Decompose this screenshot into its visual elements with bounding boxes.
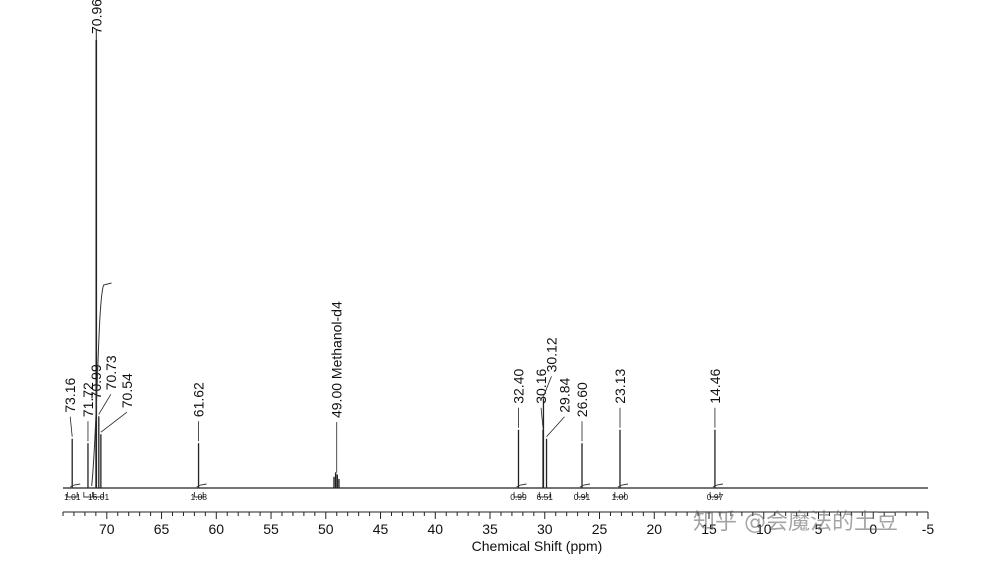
integration-value-3: 1.08: [190, 492, 207, 502]
integration-step-0: [196, 483, 207, 488]
integration-step-2: [579, 483, 591, 488]
integration-step-5: [69, 483, 81, 488]
integration-bracket-1: [83, 492, 94, 498]
peak-label-14: 14.46: [707, 369, 723, 404]
integration-step-3: [617, 483, 629, 488]
x-tick-label-5: 45: [373, 521, 389, 537]
integration-bracket-3: [193, 492, 204, 498]
x-tick-label-14: 0: [869, 521, 877, 537]
integration-layer: 1.01 16.01 1.08 0.99 6.51 0.91 1.00 0.97: [64, 282, 724, 502]
peak-label-5: 70.54: [119, 373, 135, 408]
peak-label-3: 70.96: [88, 0, 104, 34]
peak-label-11: 29.84: [557, 377, 573, 412]
watermark: 知乎 @会魔法的土豆: [693, 510, 898, 535]
x-axis: 70 65 60 55 50 45 40 35 30 25 20 15 10 5 0 -5: [62, 511, 935, 537]
peak-label-1: 71.72: [80, 382, 96, 417]
integration-bracket-5: [538, 492, 551, 498]
integration-bracket-2: [93, 492, 104, 498]
peak-label-0: 73.16: [62, 377, 78, 412]
integration-bracket-7: [614, 492, 626, 498]
peak-label-13: 23.13: [612, 369, 628, 404]
peak-label-8: 32.40: [510, 369, 526, 404]
x-axis-label: Chemical Shift (ppm): [472, 538, 603, 554]
integration-value-7: 1.00: [612, 492, 629, 502]
x-tick-label-11: 15: [701, 521, 717, 537]
peak-label-2: 70.99: [88, 364, 104, 399]
x-tick-label-7: 35: [482, 521, 498, 537]
x-tick-label-12: 10: [756, 521, 772, 537]
x-tick-label-6: 40: [427, 521, 443, 537]
x-tick-label-9: 25: [592, 521, 608, 537]
x-tick-label-1: 65: [154, 521, 170, 537]
peak-label-7: 49.00 Methanol-d4: [329, 301, 345, 418]
integration-value-4: 0.99: [510, 492, 527, 502]
integration-step-4: [712, 483, 723, 488]
integration-value-2: 16.01: [88, 492, 110, 502]
integration-bracket-8: [709, 492, 721, 498]
x-tick-label-13: 5: [815, 521, 823, 537]
integration-bracket-0: [66, 492, 78, 498]
peak-label-12: 26.60: [574, 382, 590, 417]
integration-value-0: 1.01: [64, 492, 81, 502]
integration-value-8: 0.97: [707, 492, 724, 502]
peak-label-6: 61.62: [191, 382, 207, 417]
x-tick-label-10: 20: [646, 521, 662, 537]
integration-bracket-6: [577, 492, 587, 498]
x-tick-label-8: 30: [537, 521, 553, 537]
peak-leader-4: [98, 394, 112, 415]
integration-bracket-4: [513, 492, 524, 498]
integration-value-6: 0.91: [574, 492, 591, 502]
peak-label-4: 70.73: [103, 355, 119, 390]
integration-curve-main: [91, 282, 112, 487]
x-tick-label-0: 70: [99, 521, 115, 537]
x-tick-label-2: 60: [209, 521, 225, 537]
x-tick-label-3: 55: [263, 521, 279, 537]
integration-step-1: [516, 483, 527, 488]
peak-label-9: 30.16: [533, 369, 549, 404]
peaks-layer: [63, 40, 928, 489]
peak-leader-5: [100, 411, 128, 433]
x-tick-label-15: -5: [922, 521, 935, 537]
x-tick-label-4: 50: [318, 521, 334, 537]
peak-leader-11: [546, 416, 565, 437]
peak-leader-0: [69, 416, 73, 437]
integration-value-5: 6.51: [536, 492, 553, 502]
peak-label-10: 30.12: [543, 337, 559, 372]
peak-leader-9: [540, 407, 544, 428]
peak-leader-10: [543, 376, 552, 397]
